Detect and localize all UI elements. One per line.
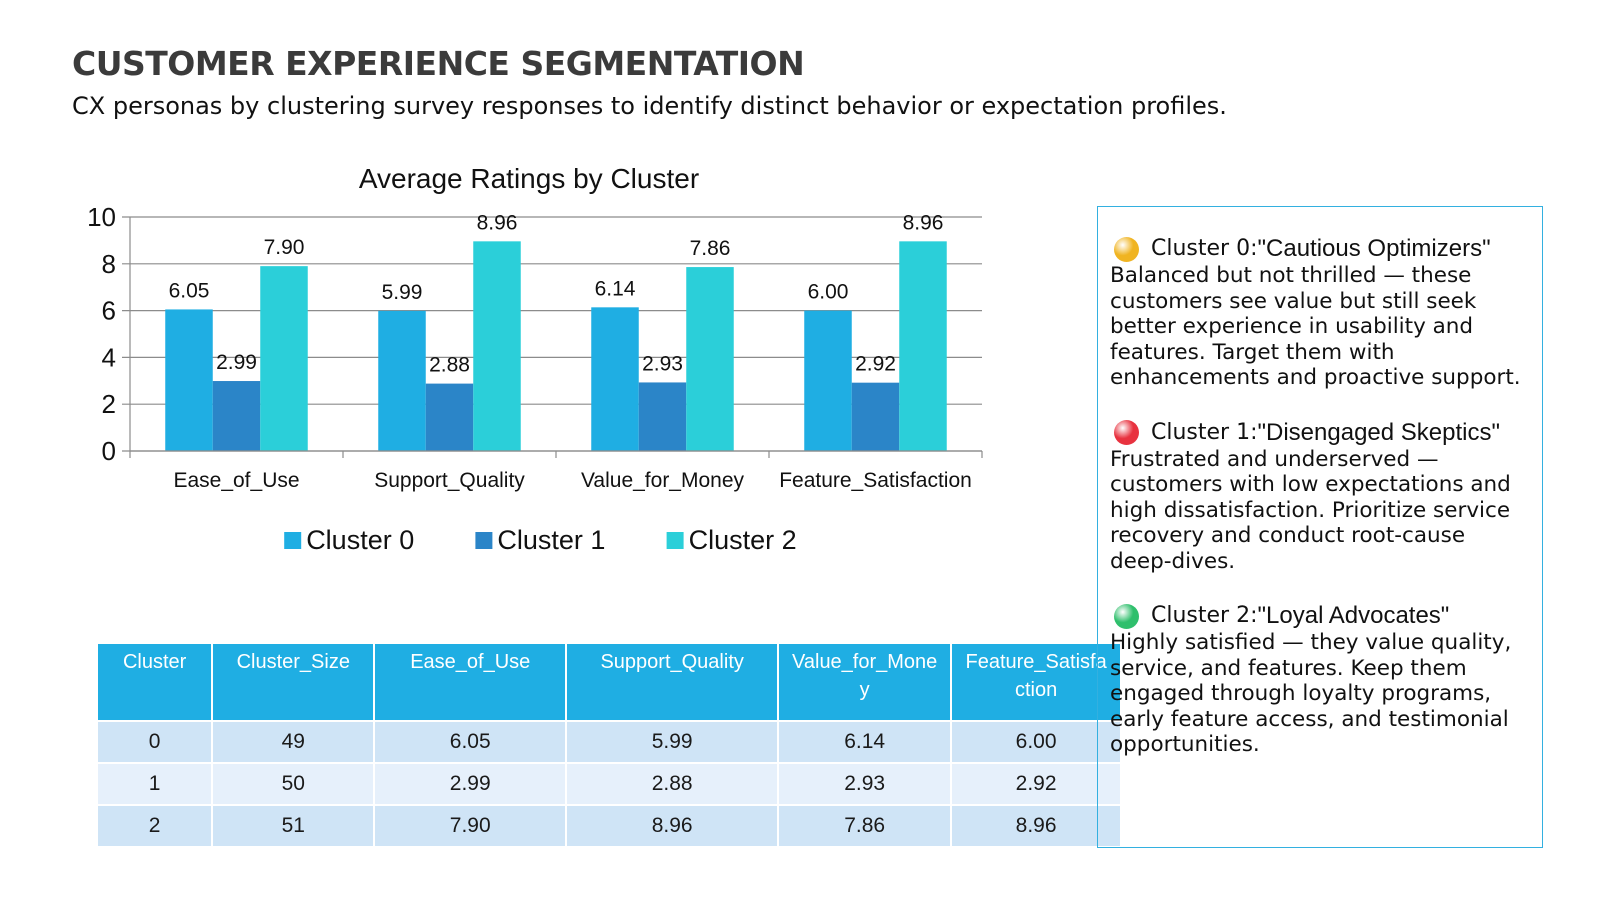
- data-label: 8.96: [477, 211, 518, 234]
- table-cell: 2.99: [374, 763, 566, 805]
- persona-name: "Disengaged Skeptics": [1258, 419, 1501, 447]
- table-row: 0 49 6.05 5.99 6.14 6.00: [98, 721, 1121, 763]
- red-circle-icon: [1114, 420, 1139, 445]
- table-cell: 2.88: [566, 763, 778, 805]
- bar-cluster-2: [686, 267, 734, 451]
- y-tick-label: 0: [102, 436, 116, 466]
- table-header-ease-of-use: Ease_of_Use: [374, 644, 566, 721]
- persona-heading: Cluster 2: "Loyal Advocates": [1110, 602, 1530, 630]
- data-label: 2.99: [216, 351, 257, 374]
- persona-prefix: Cluster 1:: [1151, 419, 1258, 447]
- table-header-row: Cluster Cluster_Size Ease_of_Use Support…: [98, 644, 1121, 721]
- legend-label: Cluster 0: [306, 525, 414, 555]
- bar-cluster-1: [852, 383, 900, 451]
- y-tick-label: 10: [87, 202, 116, 232]
- persona-prefix: Cluster 0:: [1151, 235, 1258, 263]
- cluster-summary-table: Cluster Cluster_Size Ease_of_Use Support…: [98, 644, 1122, 846]
- x-tick-label: Support_Quality: [374, 469, 525, 492]
- table-cell: 2: [98, 805, 212, 846]
- persona-heading: Cluster 0: "Cautious Optimizers": [1110, 235, 1530, 263]
- table-cell: 8.96: [951, 805, 1121, 846]
- data-label: 2.88: [429, 354, 470, 377]
- y-tick-label: 6: [102, 296, 116, 326]
- persona-name: "Loyal Advocates": [1258, 602, 1450, 630]
- bar-cluster-1: [426, 384, 474, 451]
- table-cell: 7.86: [778, 805, 951, 846]
- green-circle-icon: [1114, 604, 1139, 629]
- persona-panel: Cluster 0: "Cautious Optimizers" Balance…: [1097, 206, 1543, 848]
- data-label: 2.93: [642, 352, 683, 375]
- persona-description: Balanced but not thrilled — these custom…: [1110, 263, 1530, 391]
- data-label: 8.96: [903, 211, 944, 234]
- data-label: 6.05: [169, 279, 210, 302]
- table-row: 1 50 2.99 2.88 2.93 2.92: [98, 763, 1121, 805]
- table-cell: 6.05: [374, 721, 566, 763]
- legend-label: Cluster 2: [689, 525, 797, 555]
- data-label: 5.99: [382, 281, 423, 304]
- legend-label: Cluster 1: [497, 525, 605, 555]
- table-cell: 0: [98, 721, 212, 763]
- persona-prefix: Cluster 2:: [1151, 602, 1258, 630]
- persona-cluster-1: Cluster 1: "Disengaged Skeptics" Frustra…: [1110, 419, 1530, 575]
- table-cell: 6.14: [778, 721, 951, 763]
- bar-cluster-1: [639, 382, 687, 451]
- bar-cluster-0: [804, 311, 852, 451]
- bar-cluster-1: [213, 381, 261, 451]
- yellow-circle-icon: [1114, 237, 1139, 262]
- table-cell: 1: [98, 763, 212, 805]
- persona-cluster-2: Cluster 2: "Loyal Advocates" Highly sati…: [1110, 602, 1530, 758]
- table-header-cluster-size: Cluster_Size: [212, 644, 374, 721]
- table-cell: 7.90: [374, 805, 566, 846]
- table-header-cluster: Cluster: [98, 644, 212, 721]
- bar-cluster-0: [591, 307, 639, 451]
- bar-cluster-0: [378, 311, 426, 451]
- y-tick-label: 2: [102, 389, 116, 419]
- data-label: 7.86: [690, 237, 731, 260]
- table-row: 2 51 7.90 8.96 7.86 8.96: [98, 805, 1121, 846]
- bar-cluster-2: [473, 241, 521, 451]
- chart-title: Average Ratings by Cluster: [359, 163, 699, 194]
- y-tick-label: 8: [102, 249, 116, 279]
- x-tick-label: Value_for_Money: [581, 469, 745, 492]
- table-cell: 5.99: [566, 721, 778, 763]
- data-label: 7.90: [264, 236, 305, 259]
- table-cell: 2.93: [778, 763, 951, 805]
- x-tick-label: Ease_of_Use: [173, 469, 299, 492]
- table-header-value-for-money: Value_for_Money: [778, 644, 951, 721]
- persona-description: Highly satisfied — they value quality, s…: [1110, 630, 1530, 758]
- bar-cluster-2: [260, 266, 308, 451]
- y-tick-label: 4: [102, 342, 116, 372]
- page-title: CUSTOMER EXPERIENCE SEGMENTATION: [72, 44, 804, 83]
- table-header-feature-satisfaction: Feature_Satisfaction: [951, 644, 1121, 721]
- data-label: 6.00: [808, 281, 849, 304]
- bar-cluster-0: [165, 309, 213, 451]
- table-cell: 49: [212, 721, 374, 763]
- legend-swatch: [284, 532, 301, 549]
- table-cell: 6.00: [951, 721, 1121, 763]
- persona-cluster-0: Cluster 0: "Cautious Optimizers" Balance…: [1110, 235, 1530, 391]
- legend-swatch: [475, 532, 492, 549]
- table-header-support-quality: Support_Quality: [566, 644, 778, 721]
- persona-heading: Cluster 1: "Disengaged Skeptics": [1110, 419, 1530, 447]
- table-cell: 8.96: [566, 805, 778, 846]
- bar-chart: Average Ratings by Cluster 6.05 2.99 7.90 5…: [60, 160, 1020, 580]
- bar-cluster-2: [899, 241, 947, 451]
- data-label: 6.14: [595, 277, 636, 300]
- chart-legend: Cluster 0 Cluster 1 Cluster 2: [284, 525, 796, 555]
- table-cell: 2.92: [951, 763, 1121, 805]
- data-label: 2.92: [855, 353, 896, 376]
- table-cell: 51: [212, 805, 374, 846]
- legend-swatch: [667, 532, 684, 549]
- page-subtitle: CX personas by clustering survey respons…: [72, 92, 1227, 120]
- table-cell: 50: [212, 763, 374, 805]
- persona-name: "Cautious Optimizers": [1258, 235, 1491, 263]
- x-tick-label: Feature_Satisfaction: [779, 469, 972, 492]
- persona-description: Frustrated and underserved — customers w…: [1110, 447, 1530, 575]
